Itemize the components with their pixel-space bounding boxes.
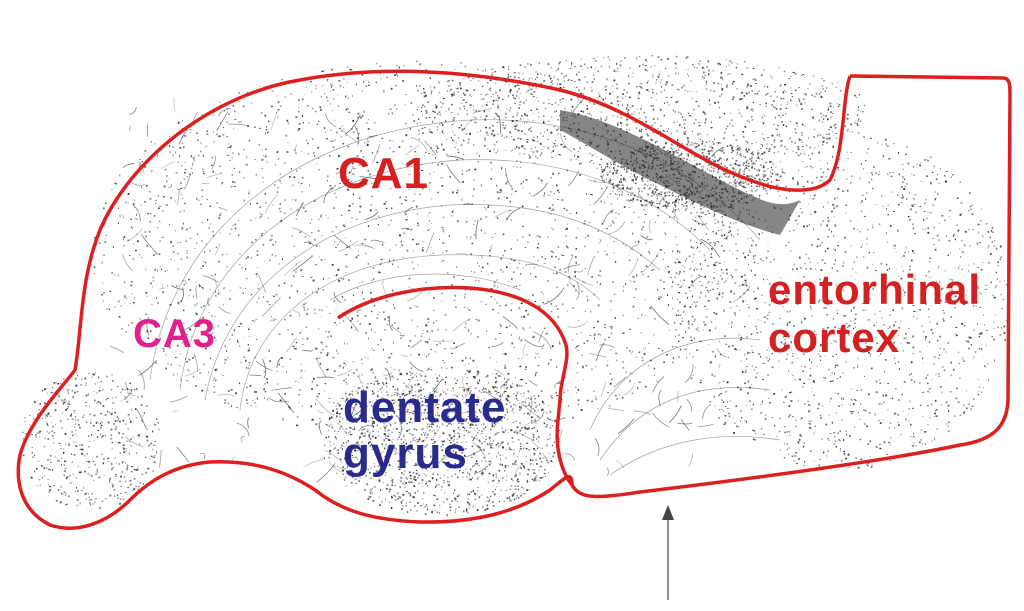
label-entorhinal-cortex: entorhinal cortex	[768, 266, 981, 362]
fiber-strokes	[110, 92, 751, 483]
label-ca3-line: CA3	[133, 312, 217, 356]
hippocampus-upper-outline	[16, 69, 852, 530]
label-entorhinal-line: cortex	[768, 314, 901, 361]
label-ca1: CA1	[338, 152, 429, 196]
pointer-arrowhead	[662, 505, 674, 520]
hippocampus-outline	[337, 74, 1012, 499]
label-ca1-line: CA1	[338, 149, 430, 198]
label-dentate-gyrus: dentate gyrus	[343, 385, 506, 477]
dense-cell-band	[560, 110, 800, 235]
stipple-texture	[22, 55, 1010, 517]
label-dentate-line: dentate	[343, 383, 507, 432]
label-ca3: CA3	[133, 314, 216, 354]
label-entorhinal-line: entorhinal	[768, 266, 982, 313]
label-dentate-line: gyrus	[343, 429, 468, 478]
